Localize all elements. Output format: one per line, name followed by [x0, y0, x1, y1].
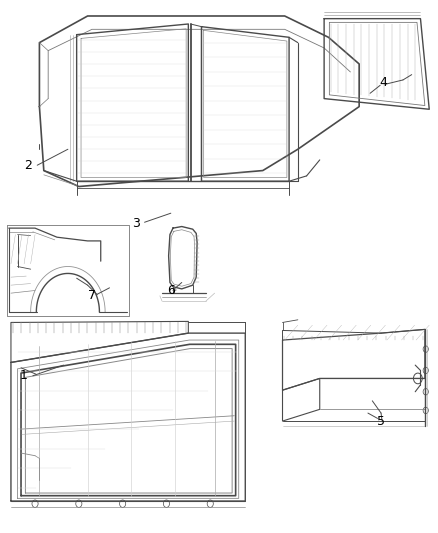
Text: 1: 1 [20, 369, 28, 382]
Text: 7: 7 [88, 289, 96, 302]
Text: 3: 3 [132, 217, 140, 230]
Text: 2: 2 [25, 159, 32, 172]
Text: 6: 6 [167, 284, 175, 297]
Text: 5: 5 [377, 415, 385, 427]
Text: 4: 4 [379, 76, 387, 89]
